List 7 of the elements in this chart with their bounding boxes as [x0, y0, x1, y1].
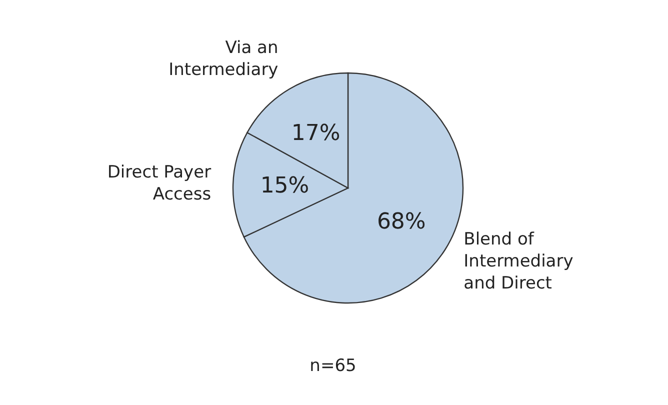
- slice-label: Blend of Intermediary and Direct: [464, 229, 574, 294]
- text: n=65: [308, 356, 358, 376]
- data-label: 17%: [291, 121, 340, 146]
- data-label: 68%: [376, 209, 426, 234]
- slice-label: Via an Intermediary: [168, 38, 278, 80]
- data-label: 15%: [260, 174, 310, 199]
- slice-label: Direct Payer Access: [107, 162, 212, 205]
